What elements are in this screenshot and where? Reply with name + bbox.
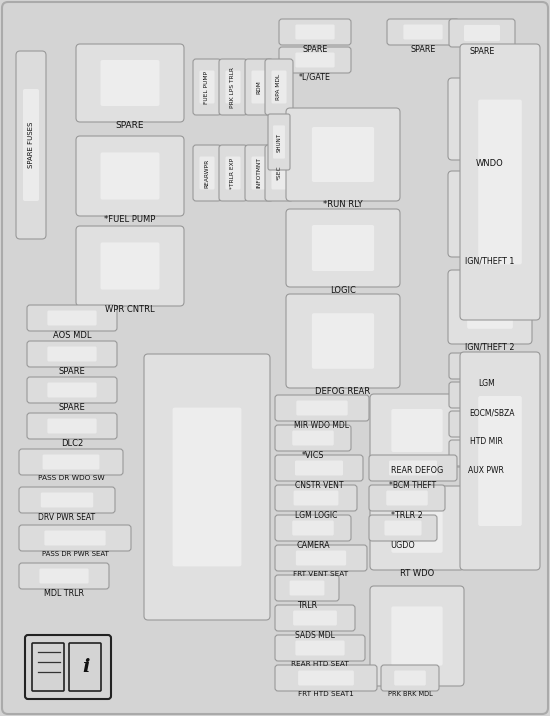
FancyBboxPatch shape xyxy=(286,294,400,388)
Text: DEFOG REAR: DEFOG REAR xyxy=(316,387,371,396)
FancyBboxPatch shape xyxy=(193,145,221,201)
FancyBboxPatch shape xyxy=(296,400,348,415)
Text: AUX PWR: AUX PWR xyxy=(468,466,504,475)
FancyBboxPatch shape xyxy=(467,188,513,239)
Text: WPR CNTRL: WPR CNTRL xyxy=(105,305,155,314)
FancyBboxPatch shape xyxy=(275,485,357,511)
Text: *SEC: *SEC xyxy=(277,165,282,180)
FancyBboxPatch shape xyxy=(389,460,437,475)
FancyBboxPatch shape xyxy=(27,341,117,367)
FancyBboxPatch shape xyxy=(370,394,464,467)
FancyBboxPatch shape xyxy=(312,127,374,182)
FancyBboxPatch shape xyxy=(47,311,97,326)
FancyBboxPatch shape xyxy=(76,226,184,306)
FancyBboxPatch shape xyxy=(16,51,46,239)
FancyBboxPatch shape xyxy=(272,70,287,104)
Text: EOCM/SBZA: EOCM/SBZA xyxy=(469,408,515,417)
FancyBboxPatch shape xyxy=(384,521,421,536)
Text: PRK BRK MDL: PRK BRK MDL xyxy=(388,691,432,697)
FancyBboxPatch shape xyxy=(279,19,351,45)
FancyBboxPatch shape xyxy=(295,641,345,656)
FancyBboxPatch shape xyxy=(226,157,240,190)
FancyBboxPatch shape xyxy=(23,89,39,201)
FancyBboxPatch shape xyxy=(200,70,215,104)
FancyBboxPatch shape xyxy=(27,413,117,439)
FancyBboxPatch shape xyxy=(295,460,343,475)
FancyBboxPatch shape xyxy=(394,670,426,685)
FancyBboxPatch shape xyxy=(41,493,94,508)
Text: *VICS: *VICS xyxy=(302,451,324,460)
FancyBboxPatch shape xyxy=(386,490,428,505)
FancyBboxPatch shape xyxy=(19,563,109,589)
FancyBboxPatch shape xyxy=(293,611,337,626)
FancyBboxPatch shape xyxy=(27,377,117,403)
FancyBboxPatch shape xyxy=(245,59,273,115)
FancyBboxPatch shape xyxy=(464,25,500,41)
FancyBboxPatch shape xyxy=(392,503,443,553)
Text: RDM: RDM xyxy=(256,80,261,94)
FancyBboxPatch shape xyxy=(387,19,459,45)
FancyBboxPatch shape xyxy=(466,417,506,432)
FancyBboxPatch shape xyxy=(275,455,363,481)
FancyBboxPatch shape xyxy=(449,382,535,408)
FancyBboxPatch shape xyxy=(369,485,445,511)
Text: *TRLR 2: *TRLR 2 xyxy=(391,511,423,520)
FancyBboxPatch shape xyxy=(286,108,400,201)
FancyBboxPatch shape xyxy=(19,525,131,551)
Text: SPARE: SPARE xyxy=(59,367,85,376)
FancyBboxPatch shape xyxy=(275,395,369,421)
FancyBboxPatch shape xyxy=(200,157,215,190)
FancyBboxPatch shape xyxy=(251,70,267,104)
FancyBboxPatch shape xyxy=(273,125,285,159)
FancyBboxPatch shape xyxy=(392,606,443,666)
FancyBboxPatch shape xyxy=(25,635,111,699)
FancyBboxPatch shape xyxy=(478,100,522,264)
FancyBboxPatch shape xyxy=(298,670,354,685)
FancyBboxPatch shape xyxy=(449,353,525,379)
FancyBboxPatch shape xyxy=(295,52,334,67)
Text: LGM LOGIC: LGM LOGIC xyxy=(295,511,337,520)
FancyBboxPatch shape xyxy=(448,270,532,344)
FancyBboxPatch shape xyxy=(19,449,123,475)
FancyBboxPatch shape xyxy=(369,455,457,481)
FancyBboxPatch shape xyxy=(460,44,540,320)
FancyBboxPatch shape xyxy=(466,359,508,374)
Text: UGDO: UGDO xyxy=(390,541,415,550)
Text: REAR DEFOG: REAR DEFOG xyxy=(391,466,443,475)
Text: DRV PWR SEAT: DRV PWR SEAT xyxy=(39,513,96,522)
Text: SPARE FUSES: SPARE FUSES xyxy=(28,122,34,168)
FancyBboxPatch shape xyxy=(275,605,355,631)
Text: SPARE: SPARE xyxy=(410,45,436,54)
FancyBboxPatch shape xyxy=(275,635,365,661)
Text: PRK LPS TRLR: PRK LPS TRLR xyxy=(230,67,235,107)
Text: LOGIC: LOGIC xyxy=(330,286,356,295)
Text: SPARE: SPARE xyxy=(469,47,494,56)
FancyBboxPatch shape xyxy=(251,157,267,190)
FancyBboxPatch shape xyxy=(403,24,443,39)
FancyBboxPatch shape xyxy=(101,60,160,106)
FancyBboxPatch shape xyxy=(265,59,293,115)
Text: PASS DR PWR SEAT: PASS DR PWR SEAT xyxy=(42,551,108,557)
Text: FRT VENT SEAT: FRT VENT SEAT xyxy=(294,571,349,577)
FancyBboxPatch shape xyxy=(76,44,184,122)
FancyBboxPatch shape xyxy=(289,581,324,596)
Text: *FUEL PUMP: *FUEL PUMP xyxy=(104,215,156,224)
FancyBboxPatch shape xyxy=(173,407,241,566)
FancyBboxPatch shape xyxy=(296,551,346,566)
Text: RPA MDL: RPA MDL xyxy=(277,74,282,100)
Text: REARWPR: REARWPR xyxy=(205,158,210,188)
FancyBboxPatch shape xyxy=(312,225,374,271)
Text: SHUNT: SHUNT xyxy=(277,132,282,152)
FancyBboxPatch shape xyxy=(279,47,351,73)
FancyBboxPatch shape xyxy=(275,425,351,451)
FancyBboxPatch shape xyxy=(193,59,221,115)
Text: IGN/THEFT 2: IGN/THEFT 2 xyxy=(465,343,515,352)
Text: CAMERA: CAMERA xyxy=(296,541,330,550)
FancyBboxPatch shape xyxy=(45,531,106,546)
FancyBboxPatch shape xyxy=(286,209,400,287)
Text: CNSTR VENT: CNSTR VENT xyxy=(295,481,343,490)
Text: i: i xyxy=(82,658,89,676)
Text: FUEL PUMP: FUEL PUMP xyxy=(205,70,210,104)
FancyBboxPatch shape xyxy=(467,285,513,329)
